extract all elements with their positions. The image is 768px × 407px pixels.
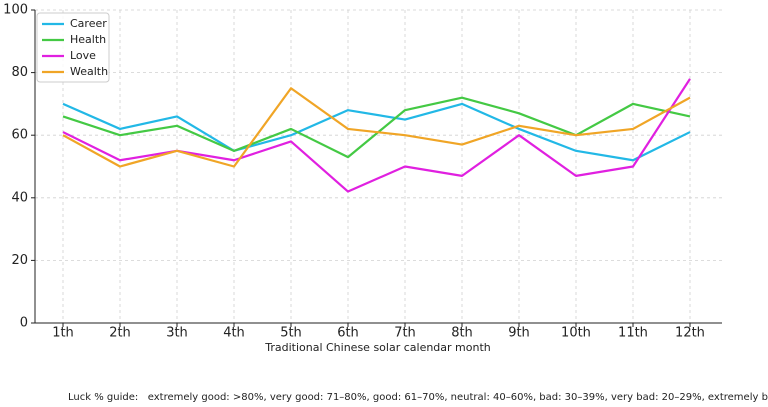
x-tick-label: 3th: [166, 326, 188, 341]
x-tick-label: 6th: [337, 326, 359, 341]
x-tick-label: 5th: [280, 326, 302, 341]
y-tick-label: 20: [11, 253, 28, 268]
legend-label: Love: [70, 49, 96, 62]
x-tick-label: 1th: [52, 326, 74, 341]
series-line: [62, 96, 691, 159]
x-tick-label: 4th: [223, 326, 245, 341]
x-tick-label: 10th: [561, 326, 591, 341]
y-tick-label: 80: [11, 65, 28, 80]
series-line: [62, 102, 691, 162]
x-axis-label: Traditional Chinese solar calendar month: [264, 341, 491, 354]
legend-label: Wealth: [70, 65, 108, 78]
x-tick-label: 2th: [109, 326, 131, 341]
x-tick-label: 8th: [451, 326, 473, 341]
x-tick-label: 11th: [618, 326, 648, 341]
x-tick-label: 7th: [394, 326, 416, 341]
annotation: Luck % guide: extremely good: >80%, very…: [68, 392, 768, 403]
y-tick-label: 0: [20, 316, 28, 331]
y-tick-label: 60: [11, 128, 28, 143]
series-line: [62, 87, 691, 168]
x-tick-label: 9th: [508, 326, 530, 341]
legend-label: Career: [70, 17, 107, 30]
x-tick-label: 12th: [675, 326, 705, 341]
legend-box: [36, 12, 110, 83]
y-tick-label: 40: [11, 190, 28, 205]
legend-label: Health: [70, 33, 106, 46]
y-tick-label: 100: [3, 3, 28, 18]
